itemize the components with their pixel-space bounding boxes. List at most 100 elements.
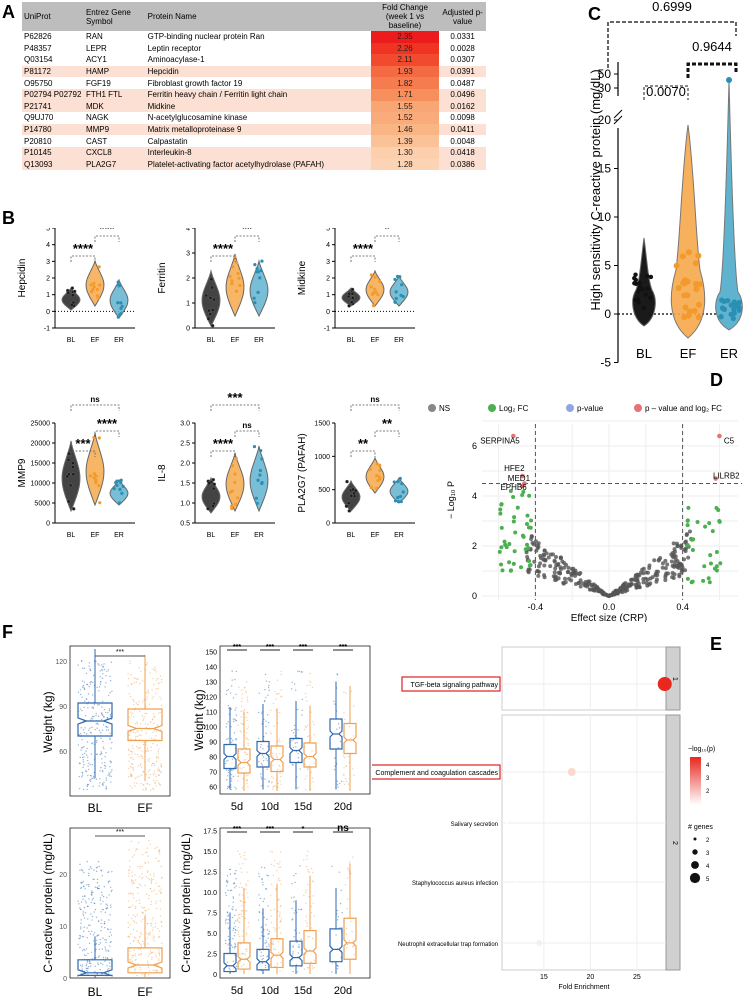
jitter-point bbox=[280, 775, 282, 778]
jitter-point bbox=[138, 775, 140, 777]
jitter-point bbox=[128, 775, 130, 778]
jitter-point bbox=[83, 764, 85, 766]
jitter-point bbox=[153, 936, 155, 939]
jitter-point bbox=[229, 969, 231, 971]
jitter-point bbox=[159, 675, 162, 677]
jitter-point bbox=[303, 968, 306, 970]
jitter-point bbox=[141, 973, 144, 975]
jitter-point bbox=[308, 680, 310, 682]
jitter-point bbox=[155, 757, 158, 759]
jitter-point bbox=[157, 774, 159, 776]
jitter-point bbox=[81, 881, 84, 884]
jitter-point bbox=[101, 669, 104, 671]
jitter-point bbox=[310, 961, 312, 963]
jitter-point bbox=[306, 931, 308, 933]
jitter-point bbox=[278, 738, 281, 740]
y-tick-label: -5 bbox=[600, 356, 611, 370]
jitter-point bbox=[82, 914, 85, 917]
x-tick-label-BL: BL bbox=[207, 337, 216, 344]
data-point bbox=[378, 463, 382, 467]
jitter-point bbox=[111, 769, 113, 771]
jitter-point bbox=[307, 936, 309, 938]
fc-point bbox=[511, 519, 516, 524]
x-tick-label-EF: EF bbox=[91, 337, 100, 344]
jitter-point bbox=[90, 775, 92, 777]
jitter-point bbox=[273, 908, 275, 911]
y-tick-label: 2.5 bbox=[180, 441, 190, 448]
data-point bbox=[253, 263, 257, 267]
jitter-point bbox=[82, 788, 85, 791]
ns-point bbox=[538, 553, 543, 558]
legend-tick-genes: 4 bbox=[706, 864, 710, 870]
jitter-point bbox=[261, 764, 264, 766]
jitter-point bbox=[300, 938, 302, 940]
cell-uniprot: O95750 bbox=[24, 78, 53, 88]
jitter-point bbox=[334, 757, 336, 759]
jitter-point bbox=[157, 769, 159, 771]
jitter-point bbox=[141, 853, 144, 856]
jitter-point bbox=[133, 914, 135, 916]
jitter-point bbox=[235, 965, 238, 968]
axis-break bbox=[613, 115, 623, 125]
jitter-point bbox=[347, 867, 349, 869]
jitter-point bbox=[234, 943, 236, 946]
jitter-point bbox=[304, 725, 307, 728]
axes-crp-days bbox=[219, 827, 371, 979]
violin-BL bbox=[61, 287, 81, 311]
data-point bbox=[378, 468, 382, 472]
jitter-point bbox=[245, 883, 247, 885]
fc-point bbox=[515, 505, 520, 510]
jitter-point bbox=[92, 706, 94, 708]
ns-point bbox=[532, 559, 537, 564]
x-tick-label-ER: ER bbox=[720, 346, 738, 361]
jitter-point bbox=[100, 922, 102, 925]
y-axis-label: Ferritin bbox=[157, 262, 168, 293]
jitter-point bbox=[151, 958, 153, 960]
ns-point bbox=[660, 561, 665, 566]
jitter-point bbox=[81, 686, 84, 688]
data-point bbox=[231, 265, 235, 269]
jitter-point bbox=[308, 758, 310, 760]
jitter-point bbox=[271, 883, 273, 886]
data-point bbox=[731, 310, 737, 316]
jitter-point bbox=[92, 707, 94, 710]
jitter-point bbox=[131, 787, 133, 789]
jitter-point bbox=[100, 911, 102, 913]
jitter-point bbox=[225, 920, 227, 922]
y-tick-label: 17.5 bbox=[203, 829, 217, 836]
fc-point bbox=[708, 553, 713, 558]
cell-protein-name: Leptin receptor bbox=[147, 43, 201, 53]
jitter-point bbox=[228, 905, 230, 907]
jitter-point bbox=[132, 698, 134, 701]
axis-break bbox=[613, 109, 623, 119]
jitter-point bbox=[90, 913, 92, 915]
jitter-point bbox=[79, 907, 81, 909]
jitter-point bbox=[145, 705, 147, 708]
jitter-point bbox=[266, 768, 268, 771]
jitter-point bbox=[131, 766, 133, 769]
y-tick-label: 20 bbox=[598, 113, 612, 127]
jitter-point bbox=[266, 714, 269, 716]
data-point bbox=[208, 312, 212, 316]
table-row: P21741 MDK Midkine 1.55 0.0162 bbox=[22, 100, 486, 113]
y-tick-label: 1 bbox=[326, 292, 330, 299]
jitter-point bbox=[140, 670, 142, 672]
jitter-point bbox=[79, 908, 82, 910]
jitter-point bbox=[257, 737, 260, 740]
data-point bbox=[234, 456, 238, 461]
jitter-point bbox=[242, 863, 244, 865]
jitter-point bbox=[98, 664, 100, 666]
jitter-point bbox=[151, 919, 153, 921]
jitter-point bbox=[100, 903, 102, 905]
ns-point bbox=[578, 584, 583, 589]
jitter-point bbox=[265, 696, 267, 699]
jitter-point bbox=[138, 734, 141, 736]
jitter-point bbox=[280, 904, 282, 907]
ns-point bbox=[564, 562, 569, 567]
jitter-point bbox=[274, 690, 276, 693]
jitter-point bbox=[246, 681, 248, 683]
jitter-point bbox=[313, 762, 315, 764]
cell-gene: RAN bbox=[85, 32, 103, 42]
jitter-point bbox=[261, 962, 264, 964]
jitter-point bbox=[336, 967, 339, 970]
